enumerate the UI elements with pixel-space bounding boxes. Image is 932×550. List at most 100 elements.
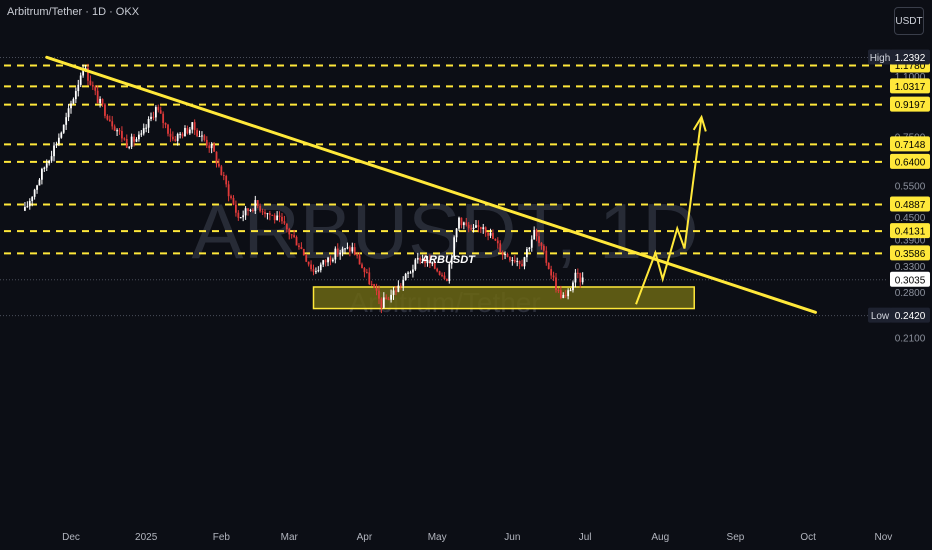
price-tick-label: 0.4500 bbox=[895, 213, 926, 224]
level-label: 0.4131 bbox=[895, 227, 926, 238]
candle-body bbox=[268, 213, 271, 215]
descending-trendline bbox=[45, 55, 817, 314]
candle-body bbox=[162, 113, 165, 123]
candle-body bbox=[334, 248, 337, 260]
candle-body bbox=[135, 139, 138, 142]
time-tick-label: Aug bbox=[651, 532, 669, 543]
projection-path bbox=[635, 116, 703, 305]
watermark-symbol: ARBUSDT, 1D bbox=[191, 187, 698, 275]
candle-body bbox=[188, 129, 191, 134]
currency-unit-button[interactable]: USDT bbox=[894, 7, 924, 35]
candle-body bbox=[159, 110, 162, 114]
candle-body bbox=[458, 217, 460, 229]
candle-body bbox=[533, 229, 536, 240]
candle-body bbox=[67, 108, 70, 118]
candle-body bbox=[290, 234, 293, 236]
projection-arrowhead bbox=[692, 114, 707, 132]
level-label: 0.9197 bbox=[895, 100, 926, 111]
candle-body bbox=[157, 107, 160, 111]
candle-body bbox=[552, 275, 555, 278]
candle-body bbox=[368, 272, 371, 285]
time-tick-label: Nov bbox=[874, 532, 892, 543]
candle-body bbox=[171, 136, 174, 140]
level-label: 1.1780 bbox=[895, 61, 926, 72]
candle-body bbox=[235, 204, 237, 213]
level-label-bg bbox=[890, 136, 930, 152]
candle-body bbox=[312, 269, 315, 272]
candle-body bbox=[215, 151, 218, 164]
candle-body bbox=[72, 99, 75, 104]
low-value-bg bbox=[890, 307, 930, 323]
candle-body bbox=[319, 264, 322, 271]
candle-body bbox=[28, 200, 31, 207]
candle-body bbox=[390, 294, 392, 300]
candle-body bbox=[547, 262, 550, 270]
candle-body bbox=[26, 206, 29, 208]
candle-body bbox=[504, 253, 506, 256]
level-label: 1.0317 bbox=[895, 82, 926, 93]
candle-body bbox=[242, 215, 245, 218]
candle-body bbox=[448, 264, 451, 282]
candle-body bbox=[247, 208, 249, 211]
candle-body bbox=[123, 138, 126, 140]
candle-body bbox=[254, 200, 257, 211]
candle-body bbox=[186, 128, 189, 134]
candle-body bbox=[184, 128, 186, 137]
level-label: 0.6400 bbox=[895, 157, 926, 168]
candle-body bbox=[227, 184, 230, 197]
candle-body bbox=[266, 213, 269, 215]
time-tick-label: Sep bbox=[727, 532, 745, 543]
candle-body bbox=[138, 134, 140, 140]
level-label: 0.4887 bbox=[895, 200, 926, 211]
candle-body bbox=[225, 176, 228, 185]
candle-body bbox=[210, 143, 213, 149]
candle-body bbox=[327, 257, 329, 263]
time-tick-label: Dec bbox=[62, 532, 80, 543]
candle-body bbox=[475, 225, 477, 228]
candle-body bbox=[43, 167, 46, 169]
price-tick-label: 0.3300 bbox=[895, 262, 926, 273]
candle-body bbox=[128, 146, 131, 148]
candle-body bbox=[445, 278, 448, 282]
candle-body bbox=[344, 248, 346, 250]
candle-body bbox=[424, 258, 426, 264]
candle-body bbox=[399, 285, 402, 287]
time-tick-label: May bbox=[428, 532, 447, 543]
candle-body bbox=[70, 103, 72, 109]
candle-body bbox=[218, 163, 220, 167]
high-value: 1.2392 bbox=[895, 53, 926, 64]
candle-body bbox=[572, 282, 574, 291]
candle-body bbox=[336, 248, 339, 255]
candle-body bbox=[281, 216, 283, 222]
candle-body bbox=[576, 272, 579, 274]
candle-body bbox=[150, 116, 152, 119]
candle-body bbox=[477, 225, 480, 227]
candle-body bbox=[353, 247, 356, 255]
time-tick-label: Feb bbox=[213, 532, 231, 543]
candle-body bbox=[506, 253, 509, 257]
candle-body bbox=[407, 272, 409, 274]
high-value-bg bbox=[890, 49, 930, 65]
candle-body bbox=[380, 298, 383, 308]
candle-body bbox=[378, 290, 380, 299]
candle-body bbox=[358, 255, 361, 265]
candle-body bbox=[91, 85, 94, 87]
candle-body bbox=[196, 130, 198, 137]
candle-body bbox=[455, 228, 458, 238]
candle-body bbox=[232, 197, 235, 205]
candle-body bbox=[38, 179, 41, 186]
candle-body bbox=[208, 145, 211, 149]
time-axis[interactable]: Dec 2025 Feb Mar Apr May Jun Jul Aug Sep Oct Nov bbox=[62, 532, 892, 543]
candle-body bbox=[317, 270, 320, 272]
candle-body bbox=[193, 122, 196, 131]
low-tag: Low bbox=[871, 311, 890, 322]
annotation-label: ARBUSDT bbox=[420, 254, 476, 266]
candle-body bbox=[499, 243, 502, 253]
candle-body bbox=[545, 250, 548, 263]
candle-body bbox=[482, 227, 485, 229]
candle-body bbox=[365, 272, 368, 274]
candle-body bbox=[53, 145, 55, 157]
price-axis[interactable]: 1.10000.75000.55000.45000.39000.33000.28… bbox=[868, 49, 930, 344]
candle-body bbox=[409, 272, 412, 274]
